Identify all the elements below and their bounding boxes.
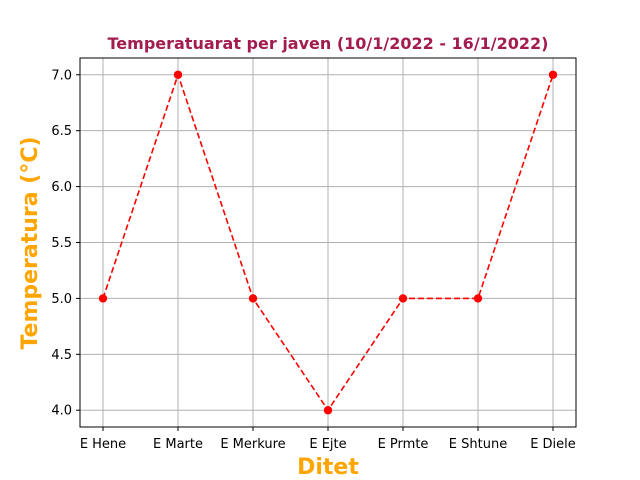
data-point: [98, 294, 108, 303]
y-tick-label: 6.0: [51, 180, 72, 195]
data-point: [398, 294, 408, 303]
data-point: [323, 406, 333, 415]
y-tick-label: 4.0: [51, 404, 72, 419]
x-tick-label: E Ejte: [309, 437, 346, 452]
x-tick-label: E Hene: [80, 437, 126, 452]
data-point: [248, 294, 258, 303]
y-axis-ticks: 4.0 4.5 5.0 5.5 6.0 6.5 7.0: [51, 68, 80, 419]
x-tick-label: E Marte: [153, 437, 203, 452]
data-point: [473, 294, 483, 303]
x-tick-label: E Diele: [530, 437, 576, 452]
y-tick-label: 4.5: [51, 348, 72, 363]
plot-frame: [79, 57, 577, 428]
data-point: [548, 70, 558, 79]
y-tick-label: 5.5: [51, 236, 72, 251]
x-axis-label: Ditet: [297, 455, 359, 480]
y-tick-label: 7.0: [51, 68, 72, 83]
y-tick-label: 6.5: [51, 124, 72, 139]
x-axis-ticks: E Hene E Marte E Merkure E Ejte E Prmte E Sht…: [80, 427, 576, 452]
data-point: [173, 70, 183, 79]
series-layer: [98, 70, 558, 415]
y-tick-label: 5.0: [51, 292, 72, 307]
grid: [80, 58, 576, 427]
y-axis-label: Temperatura (°C): [18, 136, 43, 349]
x-tick-label: E Shtune: [449, 437, 507, 452]
x-tick-label: E Merkure: [220, 437, 285, 452]
chart-title: Temperatuarat per javen (10/1/2022 - 16/…: [108, 34, 549, 53]
x-tick-label: E Prmte: [378, 437, 429, 452]
